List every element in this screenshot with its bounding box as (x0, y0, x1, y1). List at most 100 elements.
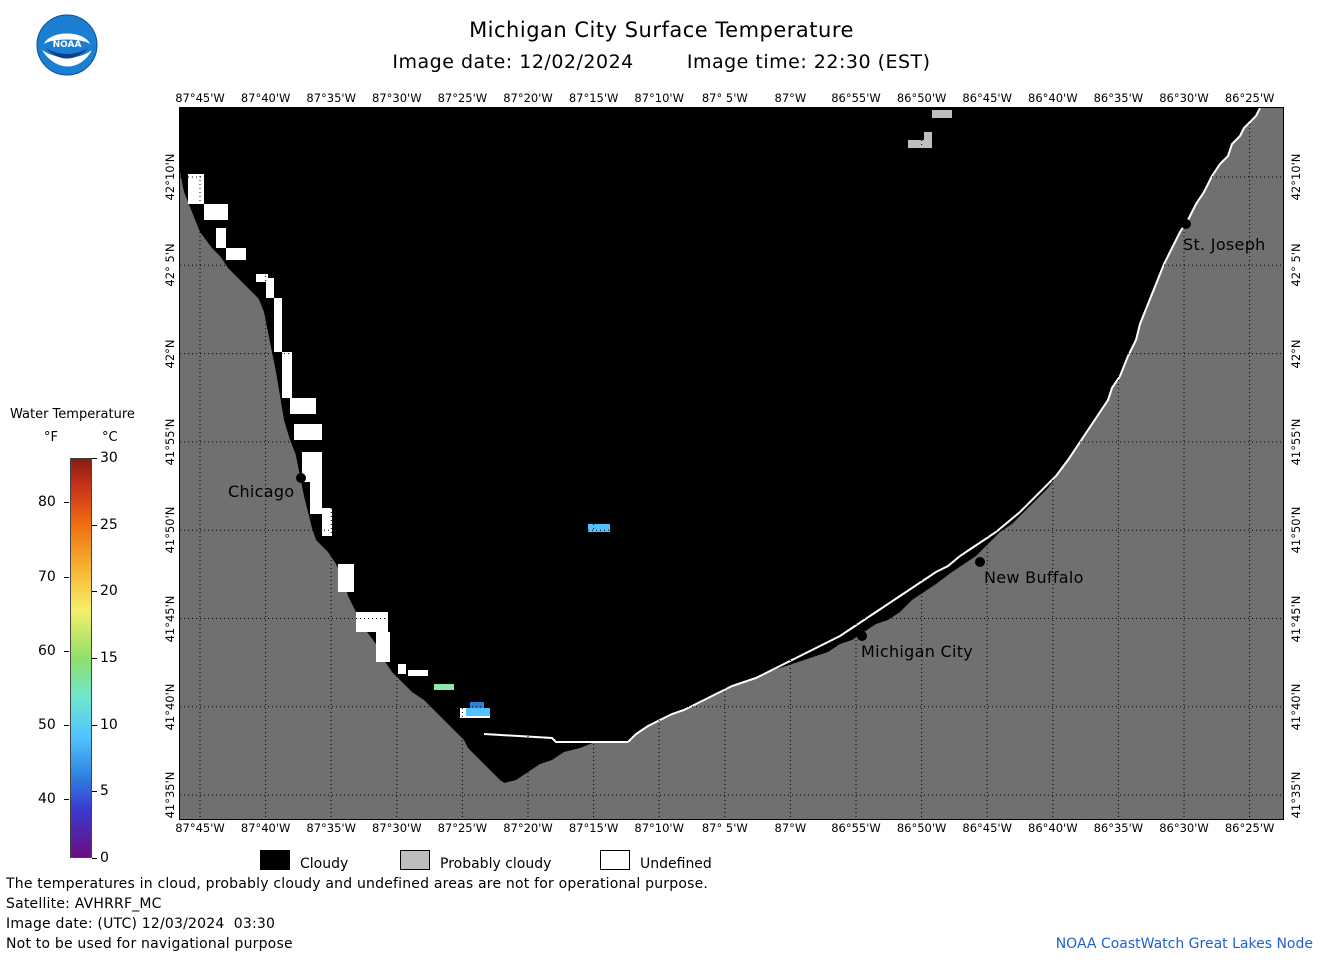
longitude-tick: 86°40'W (1028, 91, 1078, 105)
colorbar-f-tick-mark (64, 576, 69, 578)
noaa-logo-icon: NOAA (36, 14, 98, 76)
longitude-tick: 86°25'W (1224, 91, 1275, 105)
logo-text: NOAA (53, 40, 82, 50)
longitude-tick: 87°W (774, 91, 807, 105)
longitude-tick: 87°35'W (306, 91, 356, 105)
colorbar-f-tick: 60 (38, 642, 56, 659)
legend-undefined-label: Undefined (640, 856, 712, 872)
colorbar-title: Water Temperature (10, 407, 135, 422)
image-time-label: Image time: 22:30 (EST) (686, 51, 931, 73)
credit-link[interactable]: NOAA CoastWatch Great Lakes Node (1055, 936, 1313, 952)
legend-probably-cloudy-label: Probably cloudy (440, 856, 552, 872)
longitude-tick: 87°35'W (306, 821, 356, 835)
longitude-tick: 87°20'W (503, 91, 553, 105)
latitude-tick: 41°35'N (163, 771, 177, 819)
st-joseph-marker (1181, 219, 1191, 229)
note-navigation: Not to be used for navigational purpose (6, 936, 293, 952)
longitude-tick: 87°10'W (634, 821, 684, 835)
longitude-tick: 86°30'W (1159, 91, 1209, 105)
longitude-axis-top: 87°45'W 87°40'W 87°35'W 87°30'W 87°25'W 87°20… (0, 91, 1323, 107)
city-label-michigan-city: Michigan City (861, 642, 974, 661)
latitude-axis-right: 42°10'N 42° 5'N 42°N 41°55'N 41°50'N 41°45'N 4… (1286, 108, 1306, 820)
latitude-axis-left: 42°10'N 42° 5'N 42°N 41°55'N 41°50'N 41°45'N 4… (160, 108, 180, 820)
city-label-st-joseph: St. Joseph (1183, 235, 1266, 254)
longitude-tick: 87°10'W (634, 91, 684, 105)
land-area-west (180, 172, 556, 820)
longitude-tick: 87°40'W (240, 91, 291, 105)
longitude-tick: 87° 5'W (701, 821, 748, 835)
longitude-tick: 87°30'W (372, 91, 422, 105)
latitude-tick: 41°35'N (1289, 771, 1303, 819)
probably-cloudy-cells (908, 110, 952, 148)
colorbar-c-tick: 5 (100, 783, 109, 800)
colorbar-c-tick-mark (92, 658, 97, 659)
city-label-new-buffalo: New Buffalo (984, 568, 1084, 587)
longitude-tick: 86°55'W (831, 91, 881, 105)
colorbar-c-tick: 30 (100, 450, 118, 466)
colorbar-c-tick: 20 (100, 583, 118, 600)
longitude-tick: 86°45'W (962, 821, 1012, 835)
swatch-probably-cloudy (400, 850, 430, 870)
colorbar-c-tick-mark (92, 724, 97, 726)
longitude-tick: 87°15'W (568, 91, 619, 105)
map-area[interactable] (180, 107, 1284, 820)
latitude-tick: 41°40'N (1289, 683, 1303, 731)
latitude-tick: 41°40'N (163, 683, 177, 731)
water-temperature-pixels (434, 524, 610, 716)
longitude-tick: 86°30'W (1159, 821, 1209, 835)
city-label-chicago: Chicago (228, 482, 295, 501)
longitude-tick: 86°45'W (962, 91, 1012, 105)
latitude-tick: 41°55'N (163, 418, 177, 466)
coastline-south (483, 733, 628, 743)
colorbar-c-tick: 10 (100, 716, 118, 733)
latitude-tick: 41°45'N (1289, 595, 1303, 642)
latitude-tick: 42° 5'N (163, 243, 177, 287)
longitude-tick: 86°25'W (1224, 821, 1275, 835)
longitude-tick: 86°35'W (1093, 91, 1144, 105)
chicago-marker (296, 473, 306, 483)
longitude-tick: 87°30'W (372, 821, 422, 835)
longitude-tick: 87° 5'W (701, 91, 748, 105)
michigan-city-marker (857, 631, 867, 641)
page-subtitle: Image date: 12/02/2024 Image time: 22:30… (0, 51, 1323, 73)
swatch-undefined (600, 850, 630, 870)
colorbar-unit-f: °F (44, 430, 58, 445)
map-svg (180, 107, 1284, 820)
latitude-tick: 41°45'N (163, 595, 177, 642)
colorbar-f-tick: 50 (38, 716, 56, 733)
longitude-tick: 87°45'W (175, 821, 225, 835)
land-area (180, 108, 1284, 820)
latitude-tick: 42°N (163, 339, 177, 369)
longitude-tick: 87°40'W (240, 821, 291, 835)
latitude-tick: 41°50'N (163, 506, 177, 554)
note-disclaimer: The temperatures in cloud, probably clou… (6, 876, 709, 892)
page-title: Michigan City Surface Temperature (469, 18, 854, 42)
colorbar-c-tick: 15 (100, 650, 118, 666)
latitude-tick: 42°10'N (1289, 153, 1303, 201)
longitude-tick: 86°55'W (831, 821, 881, 835)
colorbar (70, 458, 92, 858)
image-date-label: Image date: 12/02/2024 (392, 51, 634, 73)
longitude-tick: 87°20'W (503, 821, 553, 835)
colorbar-c-tick-mark (92, 458, 97, 459)
colorbar-f-tick-mark (64, 650, 69, 652)
colorbar-c-tick-mark (92, 858, 97, 859)
colorbar-f-tick-mark (64, 798, 69, 800)
latitude-tick: 42°10'N (163, 153, 177, 201)
lake-cloud-area (180, 108, 1260, 742)
colorbar-c-tick-mark (92, 791, 97, 793)
longitude-tick: 86°35'W (1093, 821, 1144, 835)
longitude-axis-bottom: 87°45'W 87°40'W 87°35'W 87°30'W 87°25'W 87°20… (0, 821, 1323, 837)
longitude-tick: 87°15'W (568, 821, 619, 835)
longitude-tick: 86°40'W (1028, 821, 1078, 835)
city-markers (296, 219, 1191, 641)
longitude-tick: 87°25'W (437, 821, 488, 835)
longitude-tick: 86°50'W (896, 91, 947, 105)
colorbar-f-tick: 70 (38, 568, 56, 585)
note-utc-date: Image date: (UTC) 12/03/2024 03:30 (6, 916, 276, 932)
colorbar-c-tick: 25 (100, 516, 118, 533)
longitude-tick: 87°25'W (437, 91, 488, 105)
swatch-cloudy (260, 850, 290, 870)
latitude-tick: 42° 5'N (1289, 243, 1303, 287)
longitude-tick: 87°W (774, 821, 807, 835)
